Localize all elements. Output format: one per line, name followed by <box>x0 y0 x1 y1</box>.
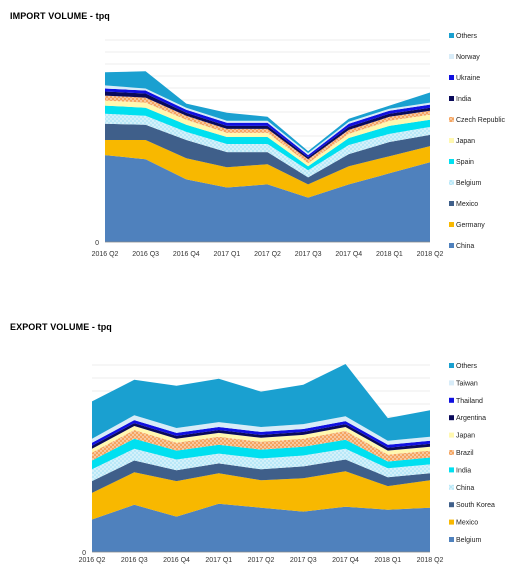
area-others <box>92 364 430 441</box>
y-tick-label: 0 <box>95 240 99 247</box>
legend-swatch-japan <box>449 432 454 438</box>
area-thailand <box>92 420 430 448</box>
legend-label-germany: Germany <box>456 222 485 229</box>
legend-label-india: India <box>456 96 471 103</box>
x-tick-label: 2017 Q2 <box>248 557 275 564</box>
area-china <box>105 155 430 242</box>
area-series <box>92 364 430 552</box>
legend-swatch-brazil <box>449 450 454 455</box>
legend-label-brazil: Brazil <box>456 450 474 457</box>
legend-swatch-china <box>449 243 454 248</box>
area-japan <box>105 100 430 167</box>
legend-label-japan: Japan <box>456 138 475 145</box>
legend-label-ukraine: Ukraine <box>456 75 480 82</box>
x-tick-label: 2016 Q4 <box>173 251 200 258</box>
x-tick-label: 2017 Q3 <box>290 557 317 564</box>
area-belgium <box>105 113 430 178</box>
legend-label-others: Others <box>456 363 478 370</box>
legend-swatch-mexico <box>449 519 454 525</box>
y-tick-label: 0 <box>82 550 86 557</box>
chart-title: EXPORT VOLUME - tpq <box>10 322 112 332</box>
legend-swatch-india <box>449 467 454 473</box>
area-india <box>92 438 430 470</box>
legend-label-mexico: Mexico <box>456 201 478 208</box>
legend-swatch-norway <box>449 54 454 59</box>
legend-swatch-south-korea <box>449 502 454 508</box>
area-series <box>105 71 430 242</box>
area-china <box>92 448 430 482</box>
x-tick-label: 2018 Q1 <box>376 251 403 258</box>
legend-label-india: India <box>456 467 471 474</box>
legend-swatch-belgium <box>449 180 454 185</box>
legend: Others Norway Ukraine India Czech Republic Ja… <box>449 33 506 250</box>
area-japan <box>92 426 430 455</box>
x-tick-label: 2018 Q2 <box>417 557 444 564</box>
area-germany <box>105 140 430 198</box>
x-tick-label: 2017 Q4 <box>332 557 359 564</box>
area-argentina <box>92 423 430 451</box>
legend-label-belgium: Belgium <box>456 537 481 544</box>
legend-swatch-czech-republic <box>449 117 454 122</box>
x-tick-label: 2018 Q1 <box>374 557 401 564</box>
x-tick-label: 2016 Q3 <box>121 557 148 564</box>
area-others <box>105 71 430 154</box>
area-taiwan <box>92 415 430 445</box>
legend-label-norway: Norway <box>456 54 480 61</box>
x-tick-label: 2017 Q4 <box>335 251 362 258</box>
x-tick-label: 2016 Q2 <box>79 557 106 564</box>
legend: Others Taiwan Thailand Argentina Japan Brazil… <box>449 363 495 544</box>
area-south-korea <box>92 459 430 493</box>
legend-label-belgium: Belgium <box>456 180 481 187</box>
legend-label-thailand: Thailand <box>456 398 483 405</box>
x-tick-label: 2017 Q1 <box>213 251 240 258</box>
x-tick-label: 2017 Q1 <box>205 557 232 564</box>
area-belgium <box>92 503 430 552</box>
import-volume-chart: IMPORT VOLUME - tpq 0 2016 Q2 2016 Q3 2016 … <box>0 0 522 280</box>
legend-label-others: Others <box>456 33 478 40</box>
legend-swatch-thailand <box>449 397 454 403</box>
x-tick-label: 2016 Q4 <box>163 557 190 564</box>
legend-swatch-ukraine <box>449 75 454 80</box>
area-spain <box>105 105 430 171</box>
legend-label-spain: Spain <box>456 159 474 166</box>
area-mexico <box>92 471 430 520</box>
x-tick-label: 2017 Q3 <box>295 251 322 258</box>
area-ukraine <box>105 88 430 158</box>
chart-title: IMPORT VOLUME - tpq <box>10 11 110 21</box>
legend-label-argentina: Argentina <box>456 415 486 422</box>
area-brazil <box>92 430 430 462</box>
area-czech-republic <box>105 95 430 164</box>
x-tick-label: 2017 Q2 <box>254 251 281 258</box>
x-tick-label: 2016 Q2 <box>92 251 119 258</box>
legend-label-czech-republic: Czech Republic <box>456 117 506 124</box>
legend-swatch-argentina <box>449 415 454 421</box>
legend-label-south-korea: South Korea <box>456 502 495 509</box>
x-tick-label: 2018 Q2 <box>417 251 444 258</box>
legend-swatch-china <box>449 484 454 490</box>
legend-label-china: China <box>456 485 474 492</box>
legend-swatch-mexico <box>449 201 454 206</box>
legend-swatch-others <box>449 363 454 368</box>
legend-swatch-taiwan <box>449 380 454 386</box>
legend-label-china: China <box>456 243 474 250</box>
legend-swatch-india <box>449 96 454 101</box>
legend-swatch-spain <box>449 159 454 164</box>
x-tick-label: 2016 Q3 <box>132 251 159 258</box>
legend-swatch-japan <box>449 138 454 143</box>
legend-swatch-others <box>449 33 454 38</box>
legend-swatch-belgium <box>449 537 454 542</box>
legend-swatch-germany <box>449 222 454 227</box>
legend-label-japan: Japan <box>456 433 475 440</box>
area-mexico <box>105 123 430 185</box>
legend-label-mexico: Mexico <box>456 520 478 527</box>
legend-label-taiwan: Taiwan <box>456 380 478 387</box>
export-volume-chart: EXPORT VOLUME - tpq 0 2016 Q2 2016 Q3 2016 … <box>0 310 522 577</box>
import-chart-svg: 0 2016 Q2 2016 Q3 2016 Q4 2017 Q1 2017 Q2 2017… <box>92 33 506 258</box>
